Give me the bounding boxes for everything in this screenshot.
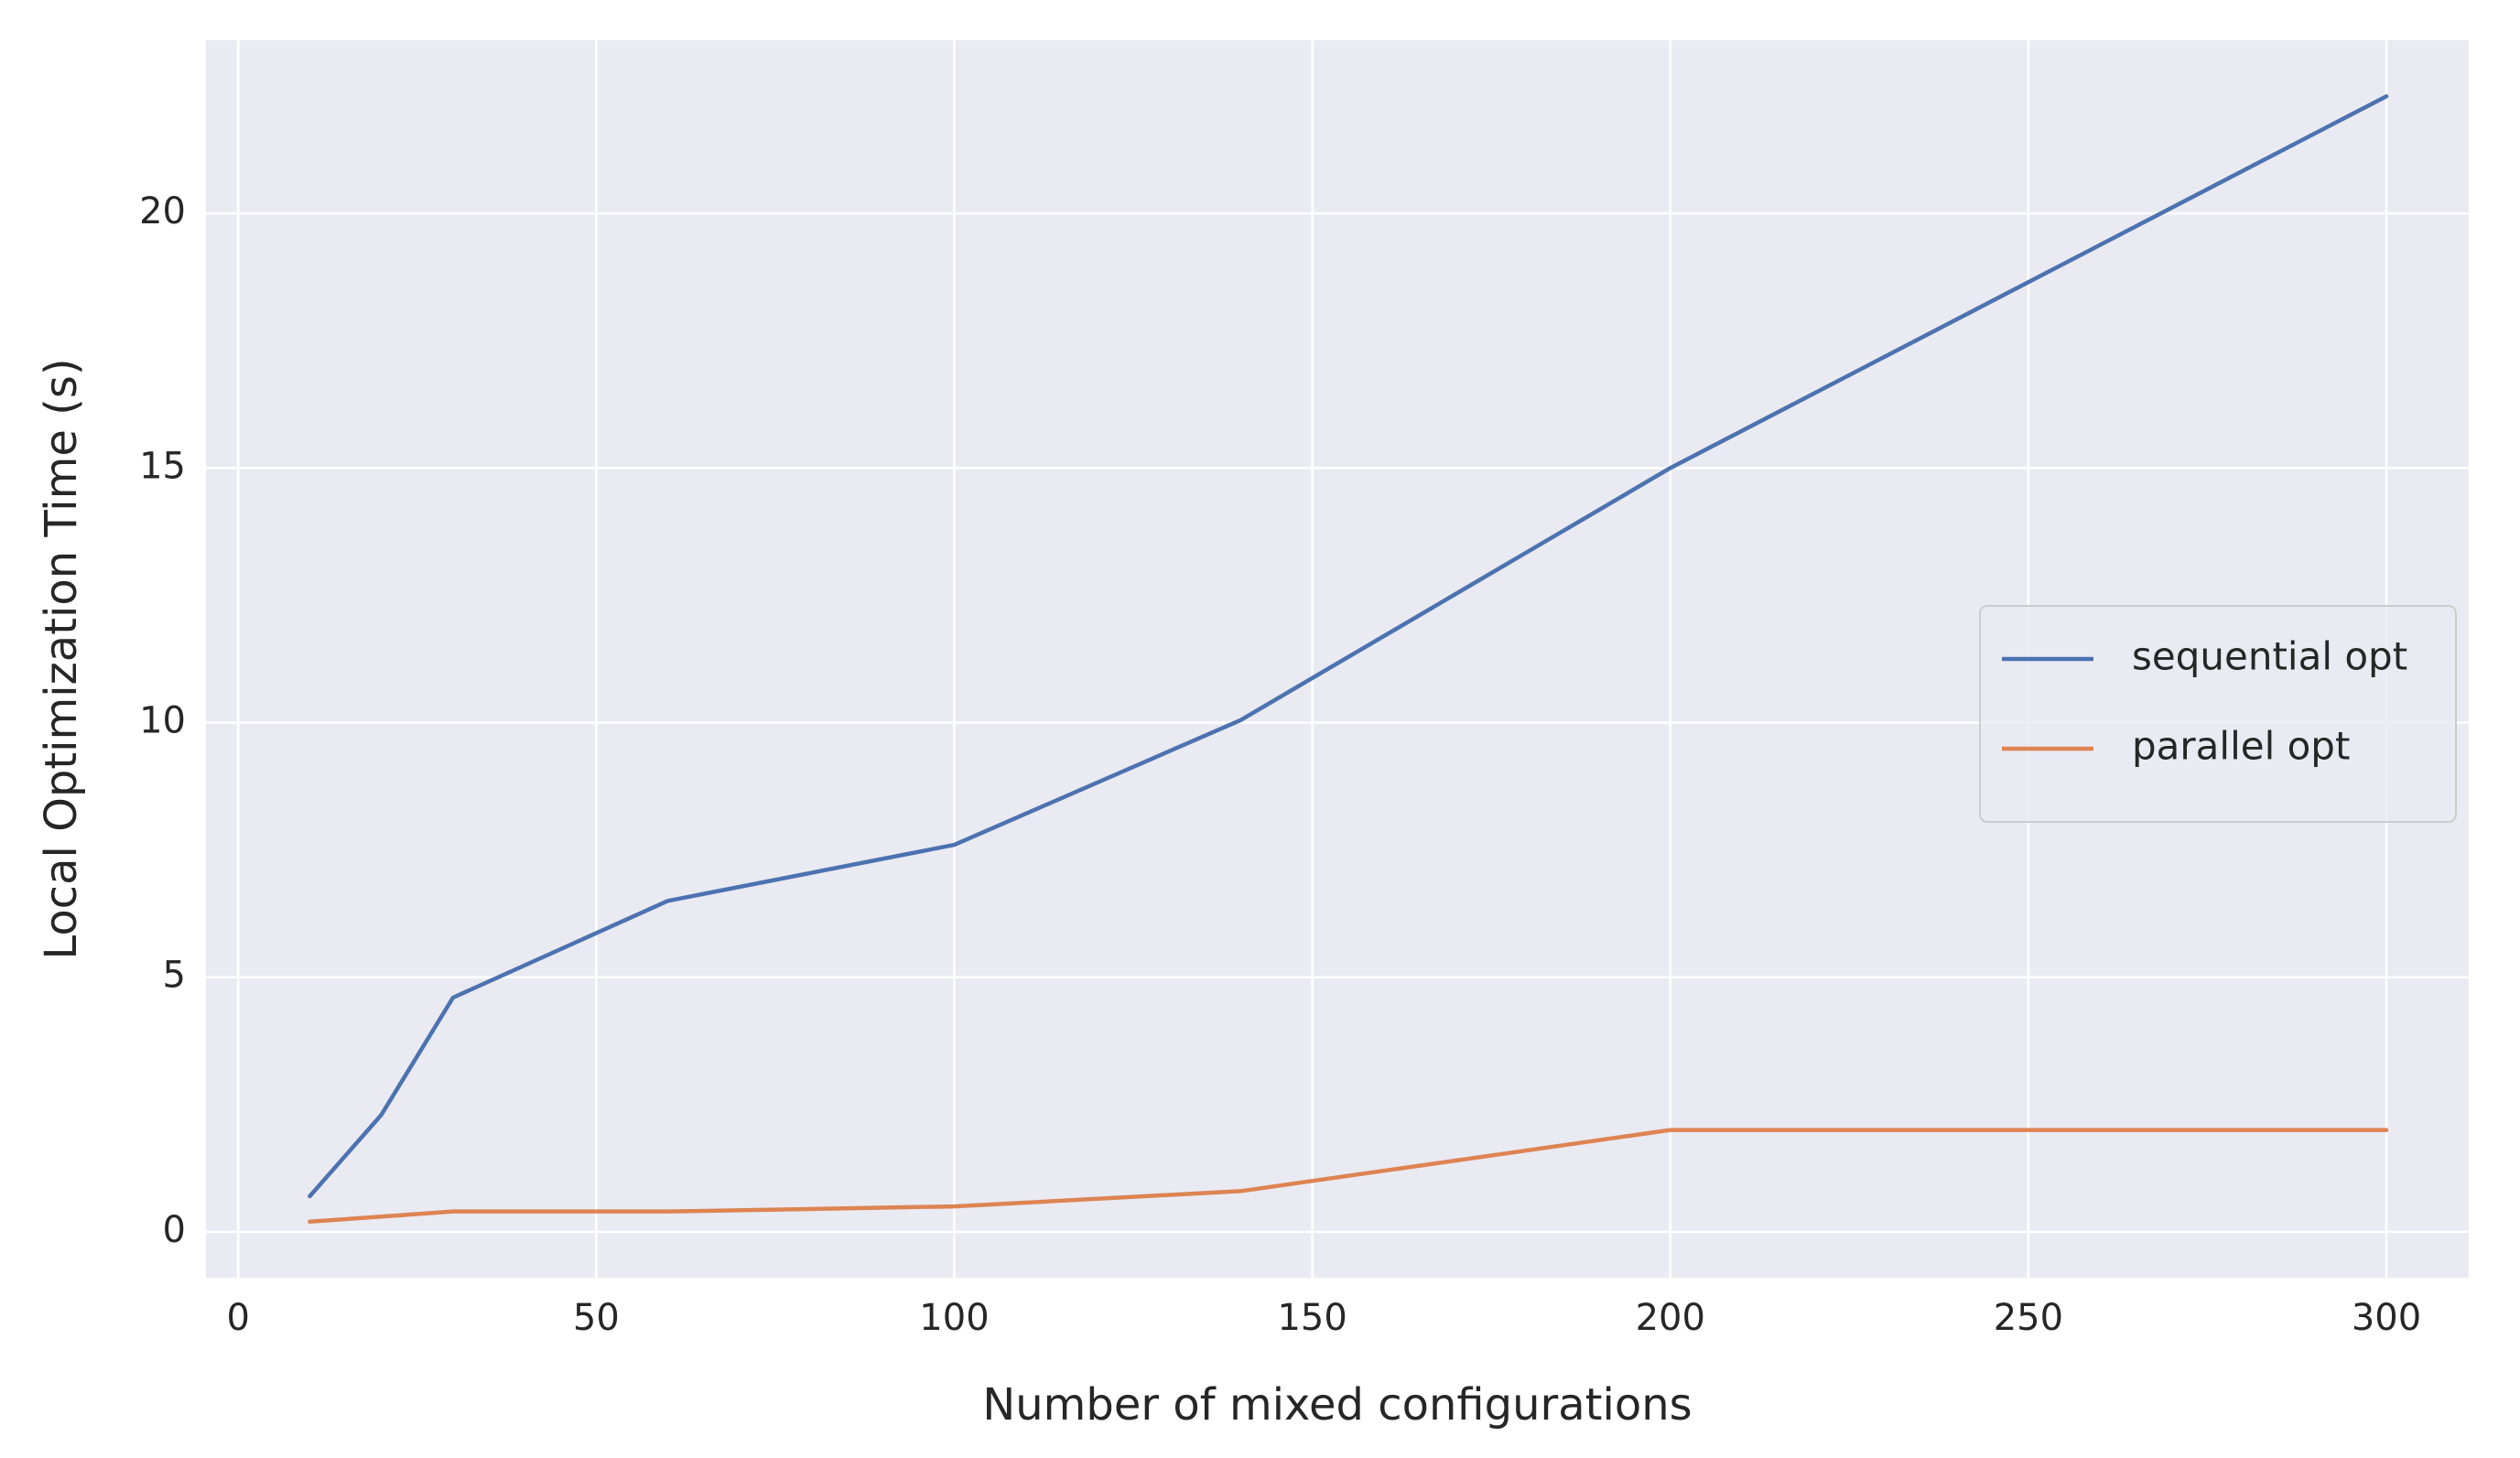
y-tick-label: 10 xyxy=(139,700,186,742)
y-axis-label: Local Optimization Time (s) xyxy=(36,358,87,959)
x-tick-label: 100 xyxy=(919,1297,989,1339)
x-tick-label: 250 xyxy=(1994,1297,2063,1339)
series-line xyxy=(308,1128,2389,1225)
x-tick-label: 300 xyxy=(2352,1297,2421,1339)
series-line xyxy=(308,93,2389,1199)
y-tick-label: 20 xyxy=(139,190,186,232)
x-tick-label: 200 xyxy=(1636,1297,1705,1339)
x-tick-label: 50 xyxy=(573,1297,620,1339)
y-tick-label: 0 xyxy=(163,1209,186,1251)
x-axis-label: Number of mixed configurations xyxy=(982,1379,1692,1431)
y-tick-label: 5 xyxy=(163,955,186,997)
y-tick-label: 15 xyxy=(139,445,186,487)
legend-label: parallel opt xyxy=(2132,724,2350,769)
legend-box xyxy=(1979,605,2457,823)
legend-label: sequential opt xyxy=(2132,634,2407,679)
x-tick-label: 0 xyxy=(226,1297,249,1339)
x-tick-label: 150 xyxy=(1277,1297,1347,1339)
